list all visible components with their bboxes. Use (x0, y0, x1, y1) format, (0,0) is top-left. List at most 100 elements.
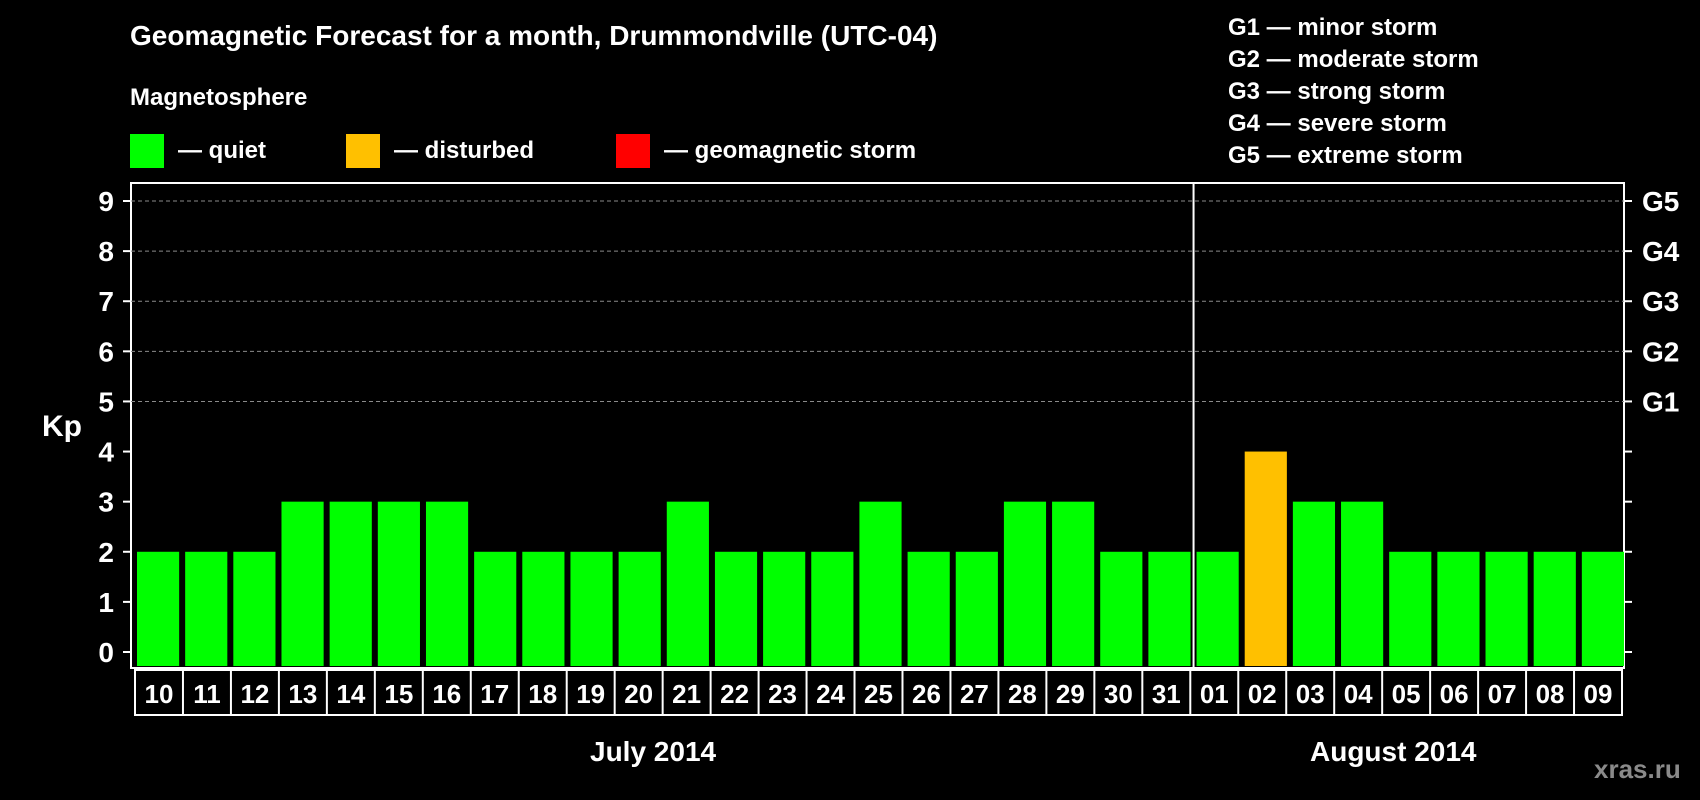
x-tick-label-26: 26 (912, 679, 941, 709)
x-tick-label-01: 01 (1200, 679, 1229, 709)
x-tick-label-14: 14 (336, 679, 365, 709)
x-tick-label-06: 06 (1440, 679, 1469, 709)
x-tick-label-12: 12 (240, 679, 269, 709)
legend-item-quiet: — quiet (130, 134, 266, 168)
bar-09 (1581, 551, 1624, 666)
x-tick-label-19: 19 (576, 679, 605, 709)
x-tick-label-13: 13 (288, 679, 317, 709)
legend-label-quiet: — quiet (178, 137, 266, 164)
x-tick-label-24: 24 (816, 679, 845, 709)
storm-scale-g1: G1 — minor storm (1228, 14, 1438, 41)
y-tick-label-8: 8 (98, 236, 114, 267)
bar-27 (955, 551, 998, 666)
bar-25 (859, 501, 902, 666)
x-tick-label-31: 31 (1152, 679, 1181, 709)
right-tick-label-g2: G2 (1642, 336, 1679, 367)
legend-item-storm: — geomagnetic storm (616, 134, 916, 168)
legend-swatch-quiet (130, 134, 164, 168)
x-tick-label-09: 09 (1584, 679, 1613, 709)
legend-item-disturbed: — disturbed (346, 134, 534, 168)
bar-03 (1292, 501, 1336, 666)
legend-label-disturbed: — disturbed (394, 137, 535, 164)
bar-24 (811, 551, 854, 666)
bar-19 (570, 551, 613, 666)
y-tick-label-1: 1 (98, 587, 114, 618)
x-tick-label-29: 29 (1056, 679, 1085, 709)
watermark: xras.ru (1594, 754, 1681, 784)
bar-01 (1196, 551, 1239, 666)
y-tick-label-2: 2 (98, 537, 114, 568)
x-tick-label-25: 25 (864, 679, 893, 709)
x-tick-label-02: 02 (1248, 679, 1277, 709)
right-tick-label-g5: G5 (1642, 186, 1679, 217)
bar-10 (137, 551, 180, 666)
storm-scale-legend: G1 — minor storm G2 — moderate storm G3 … (1228, 12, 1479, 172)
bar-08 (1533, 551, 1576, 666)
bar-12 (233, 551, 276, 666)
legend-swatch-storm (616, 134, 650, 168)
bar-30 (1100, 551, 1143, 666)
x-tick-label-07: 07 (1488, 679, 1517, 709)
day-axis-frame (134, 669, 1623, 716)
storm-scale-g3: G3 — strong storm (1228, 78, 1446, 105)
right-tick-label-g1: G1 (1642, 386, 1679, 417)
x-tick-label-04: 04 (1344, 679, 1373, 709)
x-tick-label-17: 17 (480, 679, 509, 709)
bar-21 (666, 501, 709, 666)
y-tick-label-6: 6 (98, 336, 114, 367)
bar-31 (1148, 551, 1191, 666)
y-tick-label-3: 3 (98, 487, 114, 518)
chart-title: Geomagnetic Forecast for a month, Drummo… (130, 20, 938, 51)
bar-18 (522, 551, 565, 666)
x-tick-label-21: 21 (672, 679, 701, 709)
x-tick-label-11: 11 (193, 679, 221, 709)
bar-16 (425, 501, 469, 666)
bar-04 (1341, 501, 1384, 666)
plot-frame (130, 182, 1625, 669)
legend-subtitle: Magnetosphere (130, 84, 308, 111)
y-tick-label-7: 7 (98, 286, 114, 317)
bar-05 (1389, 551, 1432, 666)
x-tick-label-15: 15 (384, 679, 413, 709)
x-tick-label-22: 22 (720, 679, 749, 709)
x-tick-label-18: 18 (528, 679, 557, 709)
x-tick-label-03: 03 (1296, 679, 1325, 709)
x-tick-label-20: 20 (624, 679, 653, 709)
bar-14 (329, 501, 372, 666)
x-tick-label-10: 10 (145, 679, 174, 709)
y-tick-label-5: 5 (98, 386, 114, 417)
legend-swatch-disturbed (346, 134, 380, 168)
bar-17 (474, 551, 517, 666)
bar-20 (618, 551, 661, 666)
right-tick-label-g4: G4 (1642, 236, 1680, 267)
bar-15 (377, 501, 420, 666)
bar-23 (763, 551, 806, 666)
bar-26 (907, 551, 950, 666)
x-tick-label-16: 16 (432, 679, 461, 709)
bar-02 (1244, 451, 1287, 666)
month-label-july: July 2014 (590, 736, 717, 767)
y-axis-label: Kp (42, 410, 82, 443)
month-label-august: August 2014 (1310, 736, 1477, 767)
bar-06 (1437, 551, 1480, 666)
bar-11 (185, 551, 228, 666)
legend-label-storm: — geomagnetic storm (664, 137, 917, 164)
bar-07 (1485, 551, 1528, 666)
right-tick-label-g3: G3 (1642, 286, 1679, 317)
bar-22 (714, 551, 758, 666)
x-tick-label-05: 05 (1392, 679, 1421, 709)
x-tick-label-08: 08 (1536, 679, 1565, 709)
bar-13 (281, 501, 324, 666)
x-tick-label-30: 30 (1104, 679, 1133, 709)
y-tick-label-4: 4 (98, 437, 114, 468)
bar-29 (1052, 501, 1095, 666)
storm-scale-g4: G4 — severe storm (1228, 110, 1447, 137)
bar-28 (1003, 501, 1047, 666)
x-tick-label-23: 23 (768, 679, 797, 709)
y-tick-label-9: 9 (98, 186, 114, 217)
storm-scale-g2: G2 — moderate storm (1228, 46, 1479, 73)
y-tick-label-0: 0 (98, 637, 114, 668)
x-tick-label-28: 28 (1008, 679, 1037, 709)
x-tick-label-27: 27 (960, 679, 989, 709)
